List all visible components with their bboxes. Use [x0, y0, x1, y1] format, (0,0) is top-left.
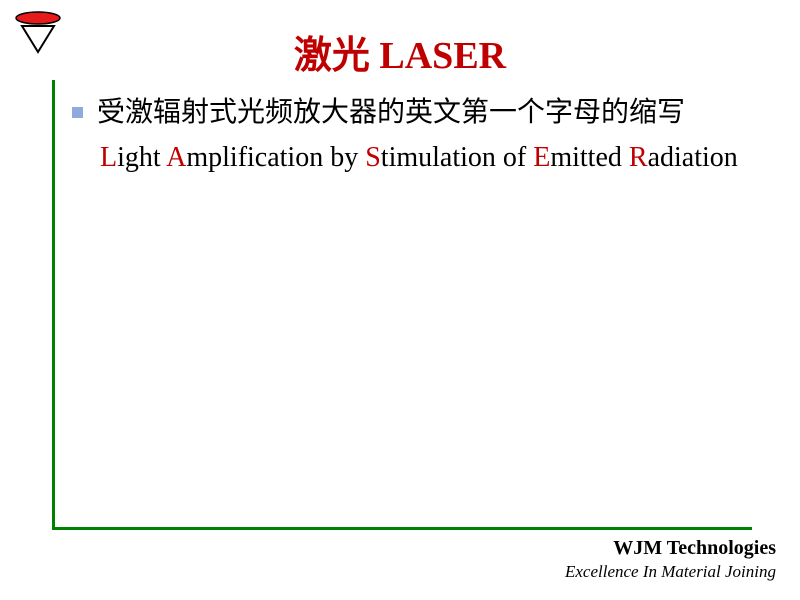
acronym-rest: mplification by — [186, 142, 365, 173]
title-cn: 激光 — [294, 35, 370, 77]
acronym-rest: ight — [117, 142, 166, 173]
bullet-item: 受激辐射式光频放大器的英文第一个字母的缩写 — [72, 94, 752, 132]
acronym-initial: R — [629, 142, 648, 173]
content-area: 受激辐射式光频放大器的英文第一个字母的缩写 Light Amplificatio… — [72, 94, 752, 177]
acronym-initial: E — [533, 142, 550, 173]
divider-vertical — [52, 80, 55, 530]
footer: WJM Technologies Excellence In Material … — [565, 537, 776, 582]
slide-title: 激光 LASER — [0, 24, 800, 79]
divider-horizontal — [52, 527, 752, 530]
acronym-rest: adiation — [648, 142, 738, 173]
acronym-initial: A — [166, 142, 186, 173]
acronym-initial: S — [365, 142, 381, 173]
acronym-line: Light Amplification by Stimulation of Em… — [100, 138, 752, 177]
acronym-rest: mitted — [550, 142, 629, 173]
acronym-initial: L — [100, 142, 117, 173]
title-en: LASER — [379, 35, 506, 77]
bullet-text: 受激辐射式光频放大器的英文第一个字母的缩写 — [97, 94, 685, 132]
bullet-icon — [72, 107, 83, 118]
footer-company: WJM Technologies — [565, 537, 776, 560]
acronym-rest: timulation of — [381, 142, 533, 173]
footer-tagline: Excellence In Material Joining — [565, 562, 776, 582]
